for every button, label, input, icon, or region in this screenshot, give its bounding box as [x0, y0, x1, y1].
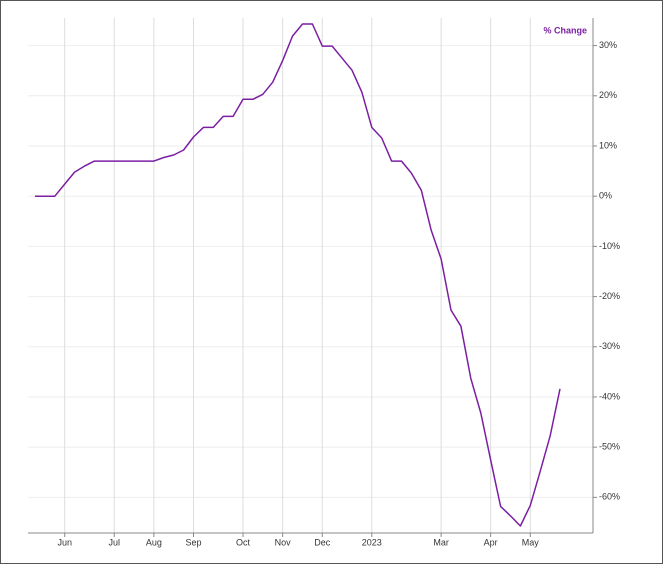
x-tick-label: Nov — [275, 537, 292, 547]
y-tick-label: 10% — [599, 140, 617, 150]
y-tick-label: -50% — [599, 442, 620, 452]
y-tick-label: 0% — [599, 191, 612, 201]
x-tick-label: May — [522, 537, 540, 547]
y-tick-label: -40% — [599, 391, 620, 401]
y-tick-label: 30% — [599, 40, 617, 50]
y-tick-label: -60% — [599, 492, 620, 502]
y-tick-label: -10% — [599, 241, 620, 251]
line — [35, 23, 561, 527]
x-tick-label: Jun — [57, 537, 72, 547]
y-tick-label: -30% — [599, 341, 620, 351]
x-tick-label: Mar — [433, 537, 449, 547]
x-tick-label: Dec — [314, 537, 331, 547]
x-tick-label: Sep — [185, 537, 201, 547]
y-tick-label: 20% — [599, 90, 617, 100]
x-tick-label: Apr — [484, 537, 498, 547]
x-tick-label: Oct — [236, 537, 251, 547]
x-tick-label: 2023 — [362, 537, 382, 547]
x-tick-label: Aug — [146, 537, 162, 547]
y-tick-label: -20% — [599, 291, 620, 301]
x-tick-label: Jul — [108, 537, 120, 547]
legend-label: % Change — [543, 25, 587, 35]
